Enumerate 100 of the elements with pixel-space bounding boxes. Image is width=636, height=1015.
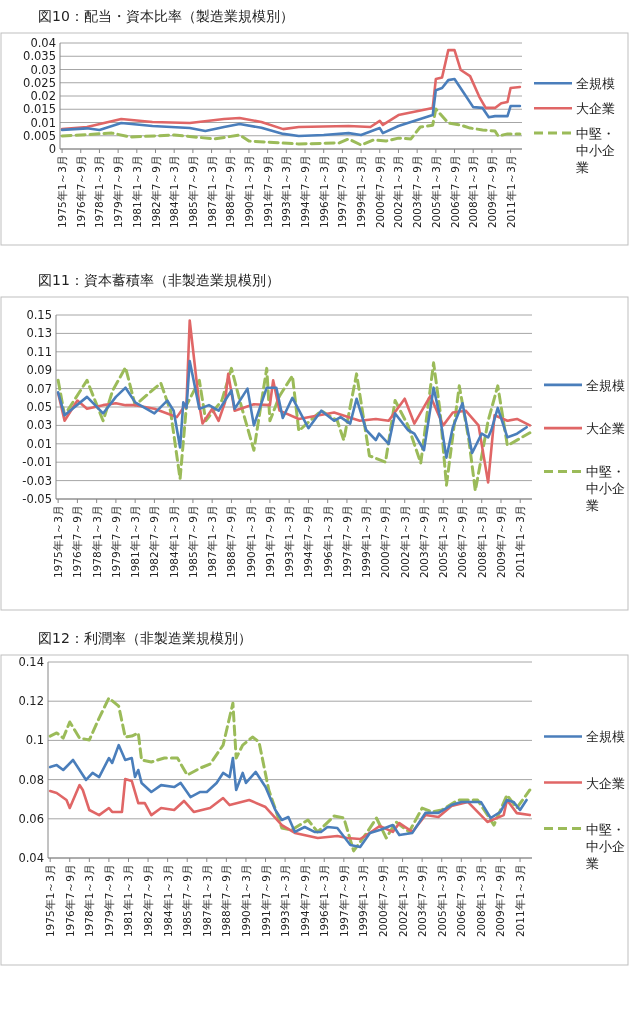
y-tick-label: 0.12 bbox=[18, 694, 44, 709]
x-tick-label: 1979年7～9月 bbox=[112, 155, 125, 229]
x-tick-label: 2003年7～9月 bbox=[417, 505, 430, 579]
x-tick-label: 1981年1～3月 bbox=[129, 505, 142, 579]
x-tick-label: 1976年7～9月 bbox=[71, 505, 84, 579]
x-tick-label: 1985年7～9月 bbox=[181, 864, 194, 938]
x-tick-label: 1982年7～9月 bbox=[148, 505, 161, 579]
x-tick-label: 1981年1～3月 bbox=[122, 864, 135, 938]
x-tick-label: 1993年1～3月 bbox=[279, 864, 292, 938]
x-tick-label: 2003年7～9月 bbox=[416, 864, 429, 938]
x-tick-label: 1996年1～3月 bbox=[321, 505, 334, 579]
y-tick-label: 0.08 bbox=[18, 772, 44, 787]
x-tick-label: 1978年1～3月 bbox=[83, 864, 96, 938]
x-tick-label: 2005年1～3月 bbox=[435, 864, 448, 938]
x-tick-label: 1991年7～9月 bbox=[259, 864, 272, 938]
x-tick-label: 1993年1～3月 bbox=[283, 505, 296, 579]
x-tick-label: 1994年7～9月 bbox=[298, 864, 311, 938]
y-tick-label: 0.03 bbox=[26, 418, 52, 433]
y-tick-label: 0.015 bbox=[23, 102, 56, 117]
x-tick-label: 2005年1～3月 bbox=[437, 505, 450, 579]
x-tick-label: 2009年7～9月 bbox=[494, 505, 507, 579]
x-tick-label: 2011年1～3月 bbox=[504, 155, 517, 229]
x-tick-label: 1987年1～3月 bbox=[206, 505, 219, 579]
legend-label: 大企業 bbox=[586, 775, 625, 791]
y-tick-label: 0 bbox=[48, 142, 56, 156]
x-tick-label: 1990年1～3月 bbox=[242, 155, 255, 229]
x-tick-label: 1999年1～3月 bbox=[355, 155, 368, 229]
x-tick-label: 2006年7～9月 bbox=[455, 864, 468, 938]
y-tick-label: -0.03 bbox=[22, 473, 52, 488]
x-tick-label: 1984年1～3月 bbox=[167, 505, 180, 579]
legend-label: 全規模 bbox=[576, 76, 615, 92]
x-tick-label: 1976年7～9月 bbox=[63, 864, 76, 938]
x-tick-label: 1987年1～3月 bbox=[200, 864, 213, 938]
y-tick-label: 0.1 bbox=[25, 733, 44, 748]
y-tick-label: 0.01 bbox=[30, 115, 56, 130]
x-tick-label: 2002年1～3月 bbox=[398, 505, 411, 579]
y-tick-label: 0.01 bbox=[26, 436, 52, 451]
x-tick-label: 1981年1～3月 bbox=[130, 155, 143, 229]
x-tick-label: 1978年1～3月 bbox=[93, 155, 106, 229]
x-tick-label: 2003年7～9月 bbox=[411, 155, 424, 229]
x-tick-label: 2000年7～9月 bbox=[373, 155, 386, 229]
chart-title: 図11：資本蓄積率（非製造業規模別） bbox=[38, 272, 280, 288]
x-tick-label: 1994年7～9月 bbox=[302, 505, 315, 579]
x-tick-label: 1982年7～9月 bbox=[149, 155, 162, 229]
x-tick-label: 1984年1～3月 bbox=[161, 864, 174, 938]
x-tick-label: 1988年7～9月 bbox=[220, 864, 233, 938]
x-tick-label: 1996年1～3月 bbox=[317, 155, 330, 229]
x-tick-label: 1991年7～9月 bbox=[263, 505, 276, 579]
y-tick-label: -0.01 bbox=[22, 455, 52, 470]
x-tick-label: 1997年7～9月 bbox=[337, 864, 350, 938]
legend-label: 中堅・中小企業 bbox=[586, 464, 625, 514]
x-tick-label: 1975年1～3月 bbox=[44, 864, 57, 938]
y-tick-label: 0.02 bbox=[30, 89, 56, 103]
x-tick-label: 1984年1～3月 bbox=[168, 155, 181, 229]
x-tick-label: 1976年7～9月 bbox=[74, 155, 87, 229]
legend-label: 大企業 bbox=[586, 421, 625, 437]
x-tick-label: 1979年7～9月 bbox=[109, 505, 122, 579]
x-tick-label: 1987年1～3月 bbox=[205, 155, 218, 229]
legend-label: 中堅・中小企業 bbox=[586, 821, 625, 871]
x-tick-label: 1985年7～9月 bbox=[186, 505, 199, 579]
x-tick-label: 2009年7～9月 bbox=[494, 864, 507, 938]
x-tick-label: 1990年1～3月 bbox=[239, 864, 252, 938]
x-tick-label: 2005年1～3月 bbox=[429, 155, 442, 229]
x-tick-label: 2008年1～3月 bbox=[467, 155, 480, 229]
x-tick-label: 2008年1～3月 bbox=[475, 505, 488, 579]
y-tick-label: 0.06 bbox=[18, 811, 44, 826]
x-tick-label: 1988年7～9月 bbox=[224, 155, 237, 229]
y-tick-label: 0.03 bbox=[30, 62, 56, 77]
x-tick-label: 1996年1～3月 bbox=[318, 864, 331, 938]
x-tick-label: 2000年7～9月 bbox=[376, 864, 389, 938]
x-tick-label: 1991年7～9月 bbox=[261, 155, 274, 229]
y-tick-label: -0.05 bbox=[22, 492, 52, 506]
y-tick-label: 0.05 bbox=[26, 400, 52, 414]
y-tick-label: 0.04 bbox=[18, 851, 44, 865]
y-tick-label: 0.04 bbox=[30, 36, 56, 50]
x-tick-label: 1975年1～3月 bbox=[52, 505, 65, 579]
x-tick-label: 1982年7～9月 bbox=[142, 864, 155, 938]
x-tick-label: 2011年1～3月 bbox=[514, 505, 527, 579]
legend-label: 全規模 bbox=[586, 729, 625, 745]
chart-title: 図12：利潤率（非製造業規模別） bbox=[38, 630, 252, 646]
x-tick-label: 1979年7～9月 bbox=[102, 864, 115, 938]
y-tick-label: 0.005 bbox=[23, 128, 56, 143]
x-tick-label: 1985年7～9月 bbox=[186, 155, 199, 229]
x-tick-label: 1999年1～3月 bbox=[357, 864, 370, 938]
legend-label: 全規模 bbox=[586, 377, 625, 393]
legend-label: 大企業 bbox=[576, 101, 615, 117]
legend-label: 中堅・中小企業 bbox=[576, 126, 615, 176]
x-tick-label: 1975年1～3月 bbox=[56, 155, 69, 229]
y-tick-label: 0.13 bbox=[26, 326, 52, 341]
x-tick-label: 2000年7～9月 bbox=[379, 505, 392, 579]
x-tick-label: 2006年7～9月 bbox=[448, 155, 461, 229]
y-tick-label: 0.07 bbox=[26, 381, 52, 396]
x-tick-label: 1999年1～3月 bbox=[360, 505, 373, 579]
x-tick-label: 1988年7～9月 bbox=[225, 505, 238, 579]
x-tick-label: 1997年7～9月 bbox=[336, 155, 349, 229]
x-tick-label: 2002年1～3月 bbox=[392, 155, 405, 229]
y-tick-label: 0.025 bbox=[23, 75, 56, 90]
x-tick-label: 1997年7～9月 bbox=[340, 505, 353, 579]
x-tick-label: 2006年7～9月 bbox=[456, 505, 469, 579]
x-tick-label: 1993年1～3月 bbox=[280, 155, 293, 229]
